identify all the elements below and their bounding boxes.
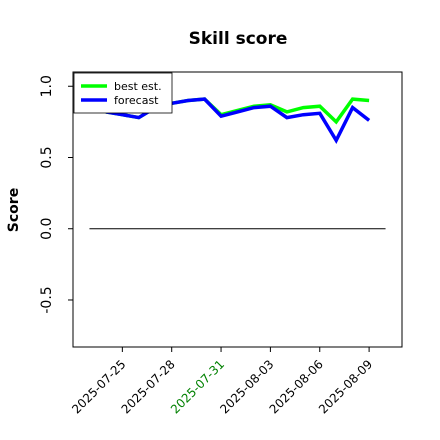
y-tick-label: -0.5: [39, 286, 55, 313]
legend-box: [73, 72, 173, 114]
x-tick-label: 2025-08-09: [316, 357, 375, 416]
y-tick-label: 0.0: [39, 218, 55, 240]
y-tick-label: 0.5: [39, 146, 55, 168]
plot-frame: [72, 71, 403, 348]
y-axis-label: Score: [6, 188, 22, 232]
chart-title: Skill score: [189, 29, 288, 49]
legend-label: best est.: [114, 80, 162, 93]
y-tick-label: 1.0: [39, 75, 55, 97]
legend-label: forecast: [114, 94, 159, 107]
